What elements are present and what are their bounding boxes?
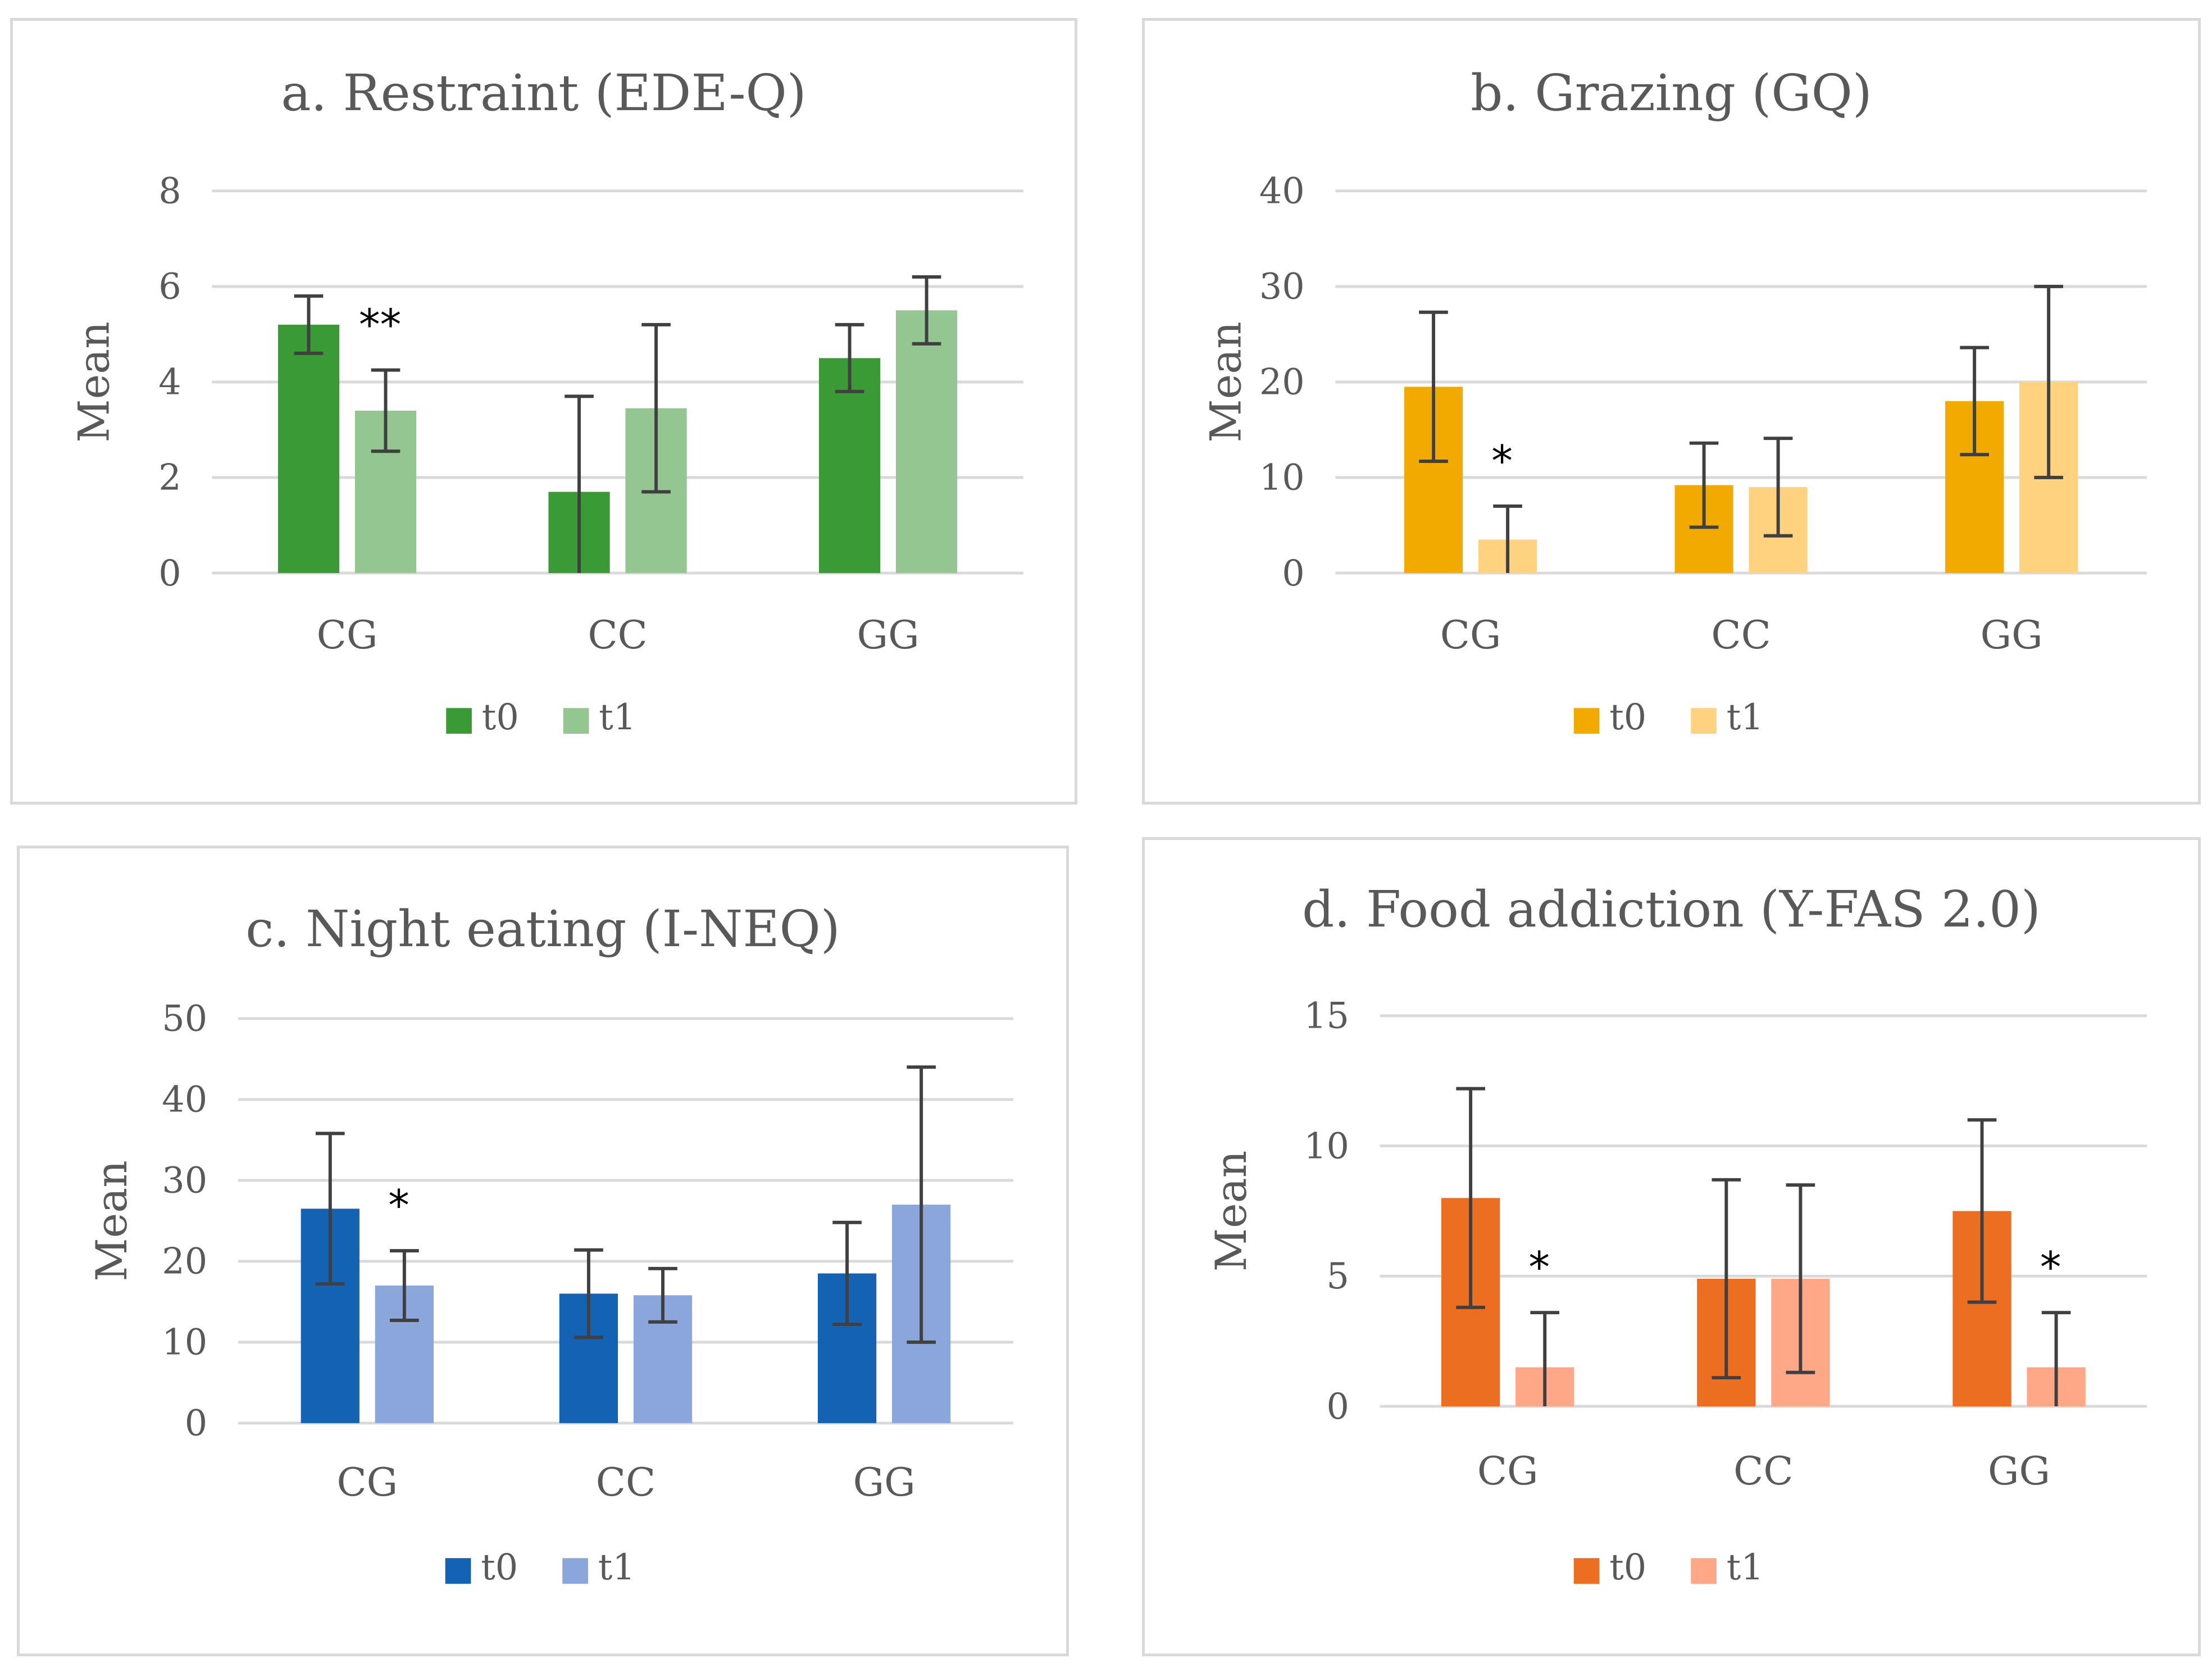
chart-grazing: b. Grazing (GQ) Mean 0 10 20 30 40 CG CC GG * t0 t1 — [1201, 64, 2147, 738]
x-category-label: GG — [1988, 1448, 2050, 1494]
chart-title: a. Restraint (EDE-Q) — [281, 64, 806, 122]
y-tick-label: 5 — [1327, 1255, 1349, 1297]
y-axis-label: Mean — [87, 1160, 136, 1282]
y-axis-label: Mean — [1201, 321, 1251, 442]
legend-swatch-t0 — [1573, 708, 1600, 734]
y-tick-label: 0 — [185, 1402, 207, 1444]
x-category-label: CG — [317, 612, 378, 658]
y-tick-label: 2 — [158, 457, 181, 498]
y-tick-label: 10 — [1259, 457, 1305, 498]
legend-label-t1: t1 — [598, 1546, 635, 1588]
x-category-label: GG — [1981, 612, 2043, 658]
chart-panel-restraint: a. Restraint (EDE-Q) Mean 0 2 4 6 8 CG CC GG ** t0 t… — [10, 18, 1077, 805]
significance-marker: ** — [359, 300, 401, 349]
chart-night-eating: c. Night eating (I-NEQ) Mean 0 10 20 30 40 50 CG… — [87, 900, 1014, 1588]
y-tick-label: 4 — [158, 361, 181, 403]
y-tick-label: 15 — [1304, 995, 1349, 1037]
y-tick-label: 10 — [162, 1321, 207, 1363]
legend-swatch-t1 — [1691, 1558, 1717, 1584]
chart-panel-grazing: b. Grazing (GQ) Mean 0 10 20 30 40 CG CC GG * t0 t1 — [1142, 18, 2201, 805]
significance-marker: * — [1491, 436, 1513, 485]
y-axis-label: Mean — [1207, 1151, 1256, 1272]
legend-swatch-t1 — [563, 708, 589, 734]
legend-swatch-t0 — [446, 708, 472, 734]
x-category-label: CG — [1440, 612, 1501, 658]
legend-label-t0: t0 — [1609, 696, 1646, 738]
legend-label-t1: t1 — [599, 696, 636, 738]
y-tick-label: 30 — [1259, 266, 1305, 307]
chart-panel-night-eating: c. Night eating (I-NEQ) Mean 0 10 20 30 40 50 CG… — [17, 846, 1069, 1656]
bar-t1-gg — [895, 310, 958, 573]
significance-marker: * — [2040, 1243, 2061, 1292]
legend-label-t0: t0 — [481, 1546, 518, 1588]
y-axis-label: Mean — [70, 321, 119, 442]
chart-food-addiction: d. Food addiction (Y-FAS 2.0) Mean 0 5 10 15 C… — [1207, 880, 2147, 1588]
y-tick-label: 40 — [1259, 170, 1305, 212]
significance-marker: * — [388, 1181, 409, 1230]
y-tick-label: 0 — [1327, 1386, 1349, 1427]
bar-t0-gg — [818, 358, 881, 573]
y-tick-label: 20 — [162, 1241, 207, 1282]
y-tick-label: 0 — [158, 552, 181, 594]
x-category-label: CC — [1733, 1448, 1793, 1494]
y-tick-label: 10 — [1304, 1125, 1349, 1166]
chart-title: b. Grazing (GQ) — [1471, 64, 1872, 122]
legend-label-t0: t0 — [1609, 1546, 1646, 1588]
x-category-label: CG — [1477, 1448, 1539, 1494]
y-tick-label: 0 — [1282, 552, 1304, 594]
bar-t0-cg — [277, 324, 340, 573]
x-category-label: GG — [857, 612, 920, 658]
x-category-label: CG — [336, 1460, 398, 1505]
legend-label-t1: t1 — [1727, 696, 1764, 738]
legend-swatch-t0 — [445, 1558, 471, 1584]
legend-swatch-t1 — [562, 1558, 588, 1584]
x-category-label: CC — [588, 612, 647, 658]
y-tick-label: 30 — [162, 1160, 207, 1201]
y-tick-label: 40 — [162, 1079, 207, 1120]
chart-title: c. Night eating (I-NEQ) — [245, 900, 840, 959]
chart-restraint: a. Restraint (EDE-Q) Mean 0 2 4 6 8 CG CC GG ** t0 t… — [70, 64, 1023, 738]
legend-label-t1: t1 — [1727, 1546, 1764, 1588]
legend-swatch-t0 — [1573, 1558, 1600, 1584]
y-tick-label: 20 — [1259, 361, 1305, 403]
chart-panel-food-addiction: d. Food addiction (Y-FAS 2.0) Mean 0 5 10 15 C… — [1142, 837, 2201, 1656]
significance-marker: * — [1528, 1243, 1550, 1292]
x-category-label: CC — [1711, 612, 1770, 658]
y-tick-label: 8 — [158, 170, 181, 212]
legend-label-t0: t0 — [482, 696, 519, 738]
legend-swatch-t1 — [1691, 708, 1717, 734]
y-tick-label: 6 — [158, 266, 181, 307]
y-tick-label: 50 — [162, 998, 207, 1039]
chart-title: d. Food addiction (Y-FAS 2.0) — [1302, 880, 2041, 939]
x-category-label: GG — [853, 1460, 916, 1505]
x-category-label: CC — [596, 1460, 656, 1505]
